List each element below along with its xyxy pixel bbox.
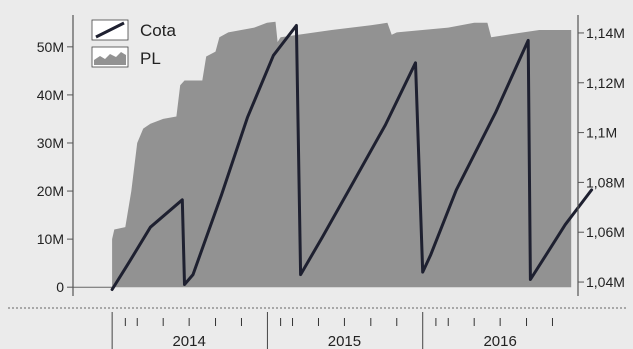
y-left-tick-label: 30M: [37, 135, 64, 151]
y-right-tick-label: 1,08M: [586, 174, 625, 190]
plot-area: [73, 21, 594, 291]
y-left-tick-label: 10M: [37, 231, 64, 247]
y-left-tick-label: 50M: [37, 39, 64, 55]
legend-entry-cota: Cota: [91, 19, 176, 41]
y-left-tick-label: 20M: [37, 183, 64, 199]
y-right-tick-label: 1,14M: [586, 25, 625, 41]
cota-line: [110, 24, 594, 291]
y-right-tick-label: 1,04M: [586, 274, 625, 290]
legend-label-cota: Cota: [140, 21, 176, 40]
x-year-label: 2014: [172, 333, 205, 349]
x-year-label: 2015: [328, 333, 361, 349]
x-ticks: 2014 2015 2016: [111, 312, 553, 349]
legend-entry-pl: PL: [91, 46, 161, 68]
x-year-label: 2016: [483, 333, 516, 349]
legend: Cota PL: [91, 19, 176, 68]
y-right-tick-label: 1,06M: [586, 224, 625, 240]
y-right-tick-label: 1,1M: [586, 125, 617, 141]
y-left-ticks: 0 10M 20M 30M 40M 50M: [37, 39, 73, 295]
legend-line-cota: [95, 21, 125, 39]
y-left-tick-label: 40M: [37, 87, 64, 103]
pl-area: [112, 21, 572, 288]
y-right-tick-label: 1,12M: [586, 75, 625, 91]
y-left-tick-label: 0: [56, 279, 64, 295]
cota-line-layer: [110, 24, 594, 291]
legend-swatch-pl: [94, 52, 126, 65]
pl-area-layer: [112, 21, 572, 288]
legend-label-pl: PL: [140, 49, 161, 68]
y-right-ticks: 1,04M 1,06M 1,08M 1,1M 1,12M 1,14M: [578, 25, 625, 290]
